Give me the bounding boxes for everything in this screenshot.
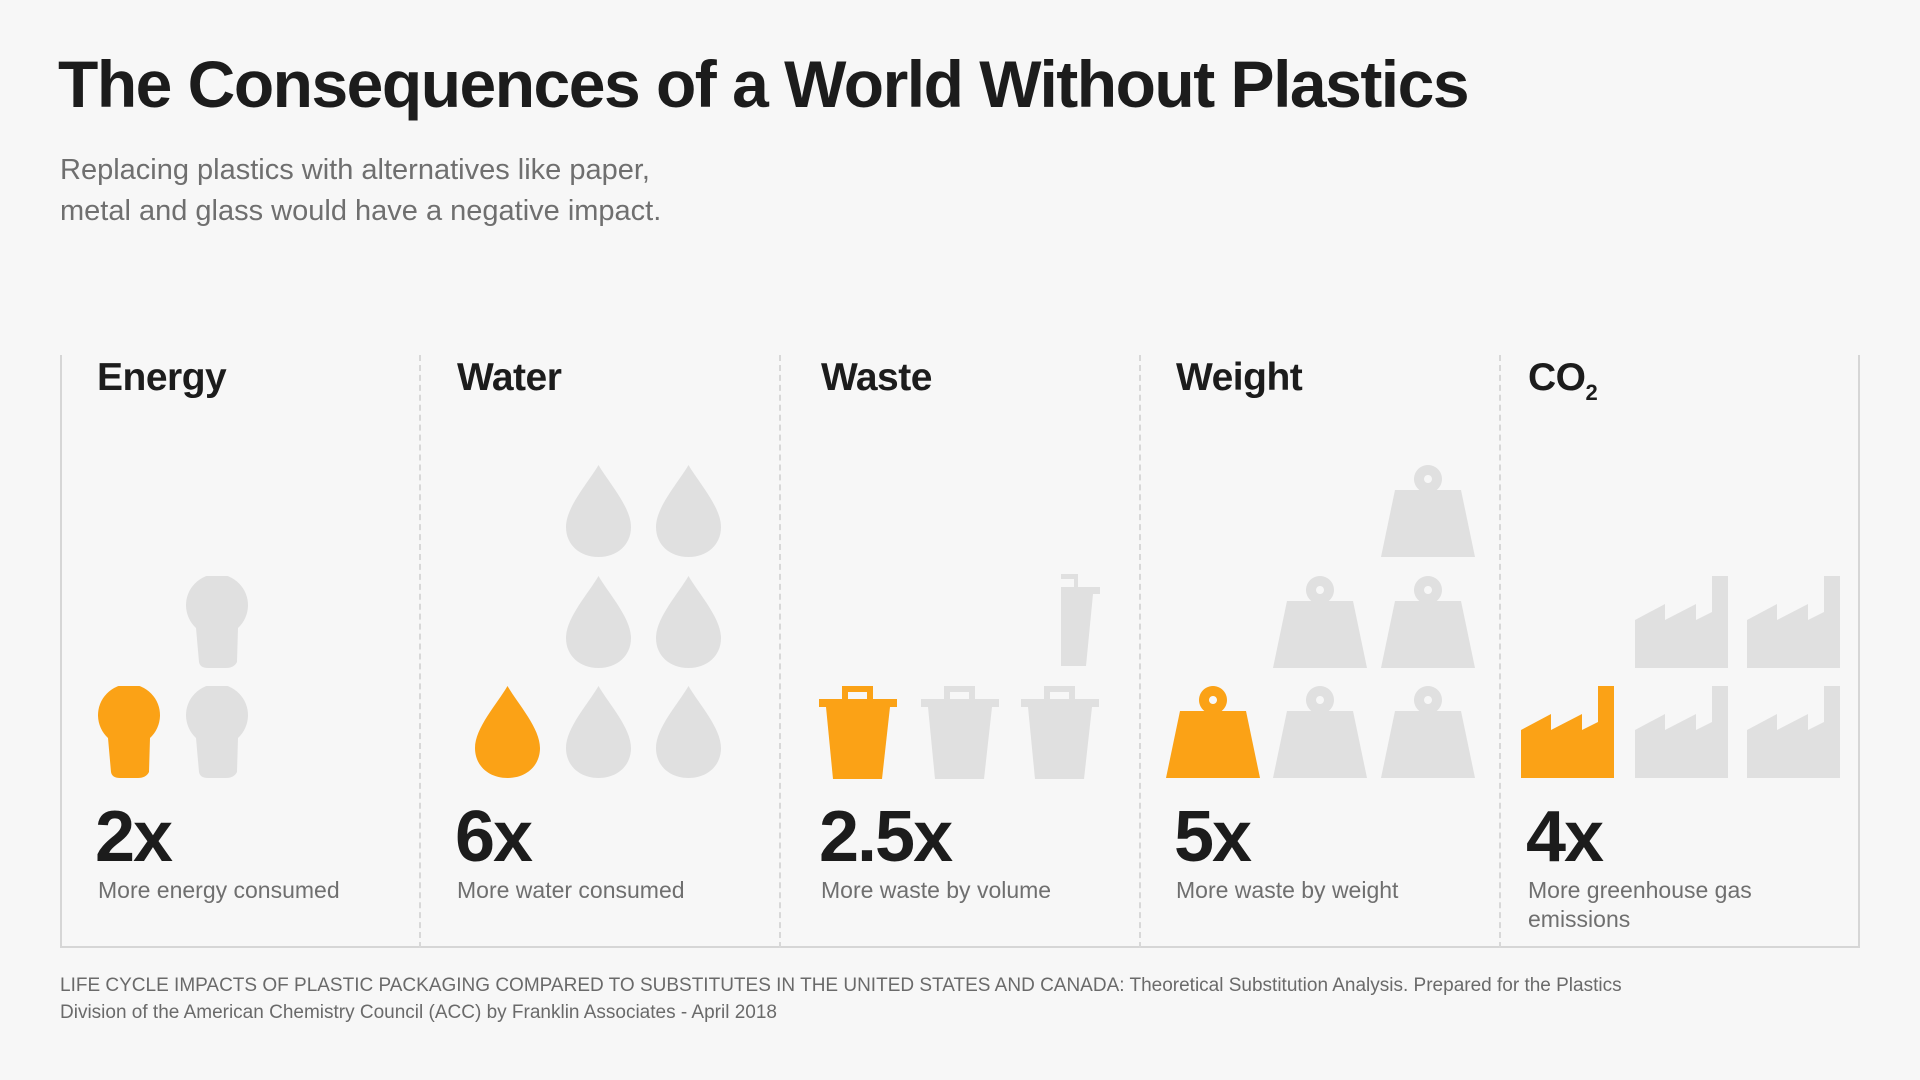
weight-icon: [1273, 576, 1367, 673]
trash-bin-icon: [921, 686, 999, 784]
metric-value-water: 6x: [455, 797, 533, 877]
trash-bin-icon: [819, 686, 897, 784]
water-drop-icon: [475, 686, 540, 783]
source-footnote: LIFE CYCLE IMPACTS OF PLASTIC PACKAGING …: [60, 972, 1622, 1026]
metric-description-waste: More waste by volume: [821, 877, 1052, 903]
footnote-line: Division of the American Chemistry Counc…: [60, 1002, 777, 1023]
column-divider: [419, 355, 421, 948]
metric-description-co2: More greenhouse gas emissions: [1528, 877, 1752, 932]
metric-description-weight: More waste by weight: [1176, 877, 1399, 903]
metric-heading-co2: CO2: [1528, 356, 1598, 406]
factory-icon: [1635, 686, 1728, 783]
subtitle-line: Replacing plastics with alternatives lik…: [60, 154, 650, 186]
co2-label: CO: [1528, 356, 1586, 399]
water-drop-icon: [656, 576, 721, 673]
column-divider: [779, 355, 781, 948]
weight-icon: [1166, 686, 1260, 783]
water-drop-icon: [656, 465, 721, 562]
metric-value-energy: 2x: [95, 797, 173, 877]
column-divider: [1139, 355, 1141, 948]
weight-icon: [1381, 686, 1475, 783]
metric-heading-waste: Waste: [821, 356, 932, 399]
factory-icon: [1747, 686, 1840, 783]
metric-heading-energy: Energy: [97, 356, 227, 399]
co2-subscript: 2: [1585, 380, 1598, 405]
lightbulb-icon: [98, 684, 160, 783]
water-drop-icon: [566, 686, 631, 783]
lightbulb-icon: [186, 684, 248, 783]
column-divider: [1499, 355, 1501, 948]
factory-icon: [1521, 686, 1614, 783]
weight-icon: [1381, 576, 1475, 673]
weight-icon: [1381, 465, 1475, 562]
water-drop-icon: [566, 576, 631, 673]
trash-bin-icon: [1021, 686, 1099, 784]
water-drop-icon: [566, 465, 631, 562]
page-subtitle: Replacing plastics with alternatives lik…: [60, 150, 780, 232]
metric-heading-water: Water: [457, 356, 562, 399]
metric-value-weight: 5x: [1174, 797, 1252, 877]
metrics-panel: [60, 355, 1860, 948]
metric-value-co2: 4x: [1526, 797, 1604, 877]
footnote-line: LIFE CYCLE IMPACTS OF PLASTIC PACKAGING …: [60, 975, 1622, 996]
metric-heading-weight: Weight: [1176, 356, 1303, 399]
factory-icon: [1747, 576, 1840, 673]
metric-value-waste: 2.5x: [819, 797, 953, 877]
subtitle-line: metal and glass would have a negative im…: [60, 195, 662, 227]
cup-icon: [1061, 574, 1100, 671]
factory-icon: [1635, 576, 1728, 673]
weight-icon: [1273, 686, 1367, 783]
water-drop-icon: [656, 686, 721, 783]
metric-description-energy: More energy consumed: [98, 877, 340, 903]
page-title: The Consequences of a World Without Plas…: [58, 47, 1470, 121]
metric-description-water: More water consumed: [457, 877, 685, 903]
lightbulb-icon: [186, 574, 248, 673]
